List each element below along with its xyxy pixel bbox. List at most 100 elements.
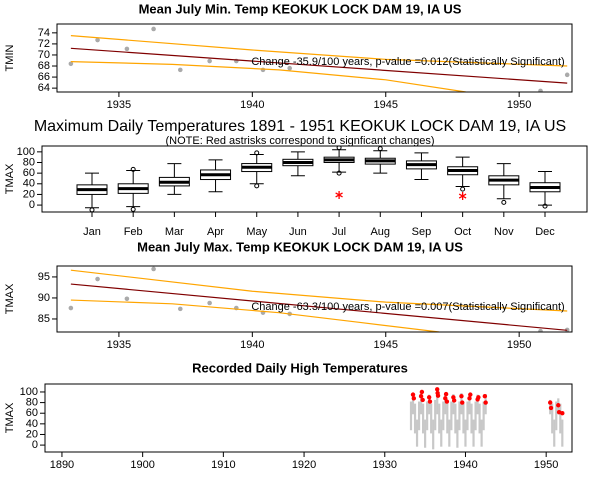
x-tick-label: 1945 <box>374 339 398 351</box>
lower-whisker <box>496 184 511 200</box>
record-point <box>435 387 440 392</box>
y-axis-label: TMAX <box>4 163 16 194</box>
lower-whisker <box>538 191 552 206</box>
y-tick-label: 68 <box>38 60 50 72</box>
y-tick-label: 0 <box>29 199 35 211</box>
upper-whisker <box>167 163 182 178</box>
y-tick-label: 40 <box>23 178 35 190</box>
point <box>68 305 74 311</box>
y-tick-label: 85 <box>38 313 50 325</box>
x-tick-label: Aug <box>370 226 390 238</box>
plot-area <box>76 146 561 212</box>
lower-whisker <box>249 171 264 185</box>
x-tick-label: Feb <box>124 226 143 238</box>
panel: Maximum Daily Temperatures 1891 - 1951 K… <box>4 118 588 238</box>
chart-title: Mean July Max. Temp KEOKUK LOCK DAM 19, … <box>137 239 463 254</box>
panel: Mean July Max. Temp KEOKUK LOCK DAM 19, … <box>4 239 573 351</box>
lower-whisker <box>167 185 182 195</box>
x-tick-label: 1935 <box>107 339 131 351</box>
annotation: Change -63.3/100 years, p-value =0.007(S… <box>251 301 564 313</box>
outlier <box>336 146 342 151</box>
point <box>151 26 156 32</box>
point <box>287 65 292 71</box>
upper-whisker <box>290 151 305 160</box>
lower-whisker <box>85 194 99 209</box>
y-tick-label: 80 <box>23 156 35 168</box>
annotation: Change -35.9/100 years, p-value =0.012(S… <box>251 56 564 68</box>
point <box>260 67 266 73</box>
outlier <box>377 146 383 152</box>
record-point <box>459 394 464 399</box>
chart-title: Recorded Daily High Temperatures <box>192 360 408 375</box>
point <box>538 88 543 92</box>
record-point <box>444 399 450 404</box>
point <box>207 300 212 306</box>
x-tick-label: May <box>246 226 267 238</box>
point <box>124 296 130 302</box>
upper-whisker <box>538 171 552 183</box>
fit-line <box>70 47 568 84</box>
x-tick-label: Apr <box>207 226 224 238</box>
outlier <box>542 203 548 209</box>
lower-whisker <box>332 162 347 173</box>
x-tick-label: 1950 <box>534 459 558 471</box>
x-tick-label: 1935 <box>107 99 131 111</box>
chart-title: Maximum Daily Temperatures 1891 - 1951 K… <box>34 118 566 135</box>
x-tick-label: 1940 <box>240 99 264 111</box>
fit-line <box>70 283 568 331</box>
plot-frame <box>56 265 573 333</box>
y-tick-label: 64 <box>38 82 50 94</box>
x-tick-label: 1940 <box>240 339 264 351</box>
x-tick-label: 1940 <box>453 459 477 471</box>
record-point <box>548 405 554 411</box>
outlier <box>254 150 260 156</box>
record-point <box>482 394 488 399</box>
plot-frame <box>56 23 573 93</box>
outlier <box>130 166 136 172</box>
y-tick-label: 66 <box>38 71 50 83</box>
upper-whisker <box>208 159 223 170</box>
y-tick-label: 95 <box>38 271 50 283</box>
point <box>177 67 183 73</box>
record-point <box>548 400 553 405</box>
record-point <box>426 395 432 400</box>
panel: Mean July Min. Temp KEOKUK LOCK DAM 19, … <box>4 1 573 111</box>
record-point <box>443 391 449 397</box>
y-axis-label: TMAX <box>4 402 16 433</box>
x-tick-label: 1890 <box>50 459 74 471</box>
lower-whisker <box>126 193 141 208</box>
record-point <box>560 411 565 416</box>
x-tick-label: Jul <box>332 226 346 238</box>
x-tick-label: 1945 <box>374 99 398 111</box>
x-tick-label: Jan <box>83 226 101 238</box>
y-tick-label: 40 <box>26 418 38 430</box>
y-tick-label: 20 <box>23 188 35 200</box>
point <box>95 37 100 43</box>
x-tick-label: Sep <box>412 226 432 238</box>
chart-subtitle: (NOTE: Red astrisks correspond to signfi… <box>165 135 434 147</box>
point <box>538 328 543 332</box>
y-tick-label: 100 <box>17 146 35 158</box>
lower-whisker <box>455 174 470 187</box>
point <box>95 276 100 282</box>
plot-area <box>68 26 570 92</box>
point <box>68 61 74 67</box>
record-point <box>419 389 425 395</box>
record-point <box>418 394 424 399</box>
chart-title: Mean July Min. Temp KEOKUK LOCK DAM 19, … <box>139 1 462 16</box>
y-axis-label: TMIN <box>4 45 16 72</box>
y-tick-label: 100 <box>20 386 38 398</box>
x-tick-label: 1900 <box>130 459 154 471</box>
upper-band <box>70 269 568 312</box>
record-point <box>410 392 416 397</box>
point <box>124 46 130 52</box>
upper-whisker <box>332 149 347 158</box>
record-point <box>556 403 561 408</box>
lower-whisker <box>290 165 305 177</box>
outlier <box>336 170 342 176</box>
point <box>151 266 156 272</box>
record-point <box>460 400 465 405</box>
record-point <box>435 393 441 398</box>
